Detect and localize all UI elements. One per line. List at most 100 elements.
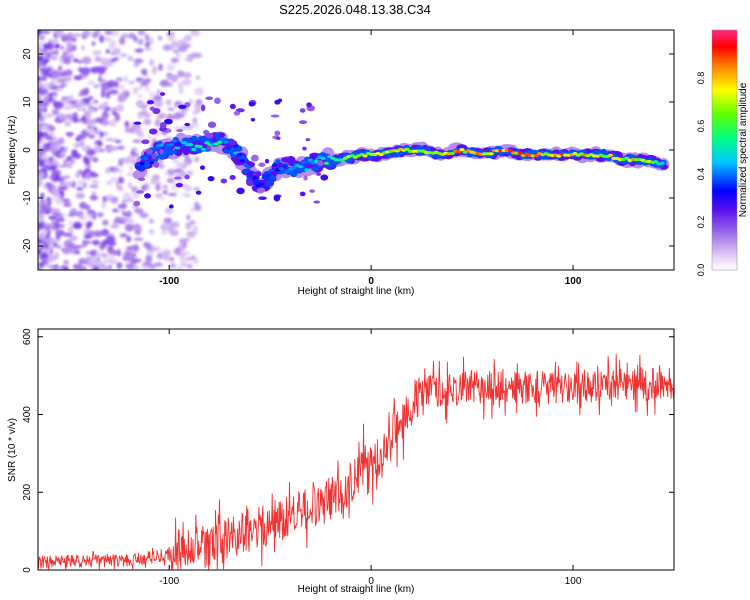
noise-blob (132, 225, 143, 232)
noise-blob (48, 254, 58, 261)
noise-blob (139, 212, 149, 219)
noise-blob (153, 94, 163, 101)
noise-blob (83, 234, 93, 239)
ridge-scatter (177, 104, 187, 109)
noise-blob (64, 69, 73, 77)
noise-blob (62, 56, 72, 65)
noise-blob (164, 207, 174, 215)
noise-blob (125, 210, 132, 218)
noise-blob (120, 209, 126, 214)
noise-blob (150, 264, 156, 269)
ridge-core (239, 159, 245, 163)
noise-blob (141, 265, 150, 270)
noise-blob (182, 78, 192, 86)
noise-blob (190, 207, 196, 212)
noise-blob (72, 112, 78, 119)
colorbar-tick-label: 0.6 (696, 120, 706, 133)
noise-blob (112, 111, 118, 116)
noise-blob (72, 58, 79, 63)
noise-blob (159, 113, 167, 118)
noise-blob (163, 217, 173, 224)
ridge-scatter (273, 194, 281, 202)
noise-blob (38, 135, 41, 143)
noise-blob (68, 212, 73, 218)
noise-blob (74, 250, 81, 255)
noise-blob (127, 55, 134, 62)
noise-blob (48, 147, 58, 154)
noise-blob (85, 148, 96, 156)
ridge-scatter (309, 189, 315, 193)
noise-blob (75, 171, 81, 179)
noise-blob (66, 99, 72, 106)
noise-blob (89, 184, 99, 189)
noise-blob (85, 251, 90, 255)
ridge-scatter (168, 204, 174, 209)
noise-blob (166, 177, 175, 184)
ridge-core (197, 145, 203, 149)
noise-blob (40, 106, 47, 111)
ridge-core (517, 151, 523, 155)
noise-blob (158, 196, 166, 201)
ridge-blob (168, 149, 178, 154)
noise-blob (162, 189, 168, 195)
noise-blob (149, 58, 155, 67)
ridge-scatter (228, 140, 238, 146)
noise-blob (106, 254, 115, 259)
noise-blob (38, 201, 43, 207)
noise-blob (132, 139, 142, 143)
noise-blob (117, 220, 125, 224)
noise-blob (131, 147, 138, 152)
ridge-core (204, 141, 210, 145)
ridge-scatter (246, 179, 254, 187)
noise-blob (93, 84, 100, 89)
noise-blob (86, 119, 97, 126)
noise-blob (86, 103, 93, 109)
y-tick-label: 0 (22, 567, 33, 573)
noise-blob (124, 198, 135, 203)
noise-blob (99, 34, 105, 43)
noise-blob (107, 264, 112, 270)
ridge-scatter (233, 111, 241, 116)
noise-blob (134, 48, 144, 53)
noise-blob (117, 84, 125, 90)
noise-blob (59, 113, 65, 120)
noise-blob (40, 253, 50, 259)
noise-blob (101, 79, 107, 84)
noise-blob (192, 225, 199, 234)
noise-blob (101, 112, 110, 120)
colorbar-tick-label: 0.4 (696, 168, 706, 181)
ridge-scatter (133, 121, 142, 125)
y-tick-label: 600 (22, 328, 33, 345)
noise-blob (107, 249, 118, 255)
noise-blob (176, 266, 182, 270)
noise-blob (54, 266, 65, 270)
noise-blob (191, 122, 200, 128)
noise-blob (46, 196, 52, 201)
noise-blob (41, 229, 49, 236)
noise-blob (72, 221, 83, 230)
noise-blob (77, 60, 83, 64)
noise-blob (38, 264, 41, 270)
noise-blob (47, 187, 54, 194)
snr-y-ticks: 0 200 400 600 (22, 328, 674, 573)
noise-blob (163, 251, 170, 259)
noise-blob (186, 263, 193, 269)
noise-blob (99, 263, 106, 268)
noise-blob (38, 55, 44, 62)
noise-blob (155, 193, 163, 198)
ridge-core (158, 143, 165, 147)
noise-blob (178, 45, 188, 53)
noise-blob (78, 93, 83, 97)
noise-blob (75, 182, 83, 186)
noise-blob (140, 68, 148, 75)
noise-blob (53, 50, 59, 55)
noise-blob (38, 61, 43, 69)
ridge-core (278, 167, 284, 171)
ridge-scatter (205, 132, 214, 139)
noise-blob (86, 145, 91, 149)
noise-blob (170, 41, 180, 48)
ridge-blob (290, 170, 298, 178)
noise-blob (101, 87, 106, 94)
noise-blob (97, 140, 103, 147)
